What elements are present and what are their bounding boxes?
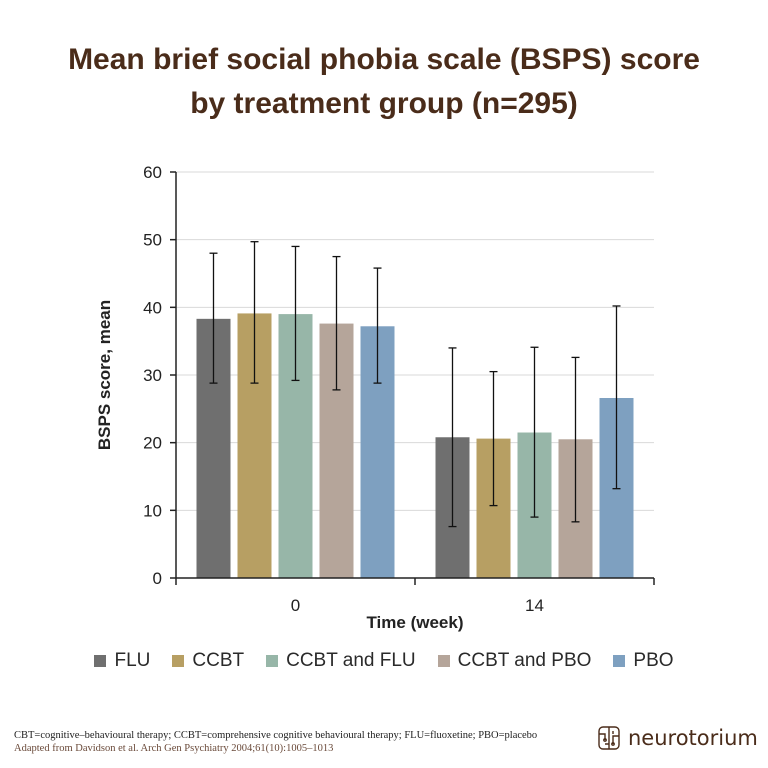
footnote-abbreviations: CBT=cognitive–behavioural therapy; CCBT=…	[14, 730, 538, 741]
legend-label: CCBT and PBO	[457, 650, 592, 671]
x-tick-label: 14	[525, 596, 544, 615]
x-axis-title: Time (week)	[366, 613, 463, 632]
y-tick-label: 60	[143, 163, 162, 182]
y-axis-title: BSPS score, mean	[95, 300, 114, 450]
neurotorium-logo: neurotorium	[596, 724, 758, 752]
legend-swatch	[437, 655, 450, 667]
legend-label: PBO	[633, 650, 674, 671]
legend-swatch	[613, 655, 626, 667]
chart-legend: FLU CCBT CCBT and FLU CCBT and PBO PBO	[0, 650, 768, 672]
chart-title: Mean brief social phobia scale (BSPS) sc…	[0, 38, 768, 126]
y-tick-label: 20	[143, 434, 162, 453]
logo-text: neurotorium	[628, 726, 758, 750]
legend-swatch	[266, 655, 279, 667]
legend-label: FLU	[114, 650, 151, 671]
footnote-source: Adapted from Davidson et al. Arch Gen Ps…	[14, 743, 334, 754]
legend-item: CCBT and FLU	[266, 650, 416, 672]
y-tick-label: 10	[143, 501, 162, 520]
brain-logo-icon	[598, 726, 620, 750]
legend-swatch	[94, 655, 107, 667]
legend-item: CCBT	[172, 650, 244, 672]
bar-chart: 0 10 20 30 40 50 60 0 14 Time (week) BSPS score, m…	[95, 163, 655, 632]
legend-item: CCBT and PBO	[437, 650, 592, 672]
y-tick-label: 40	[143, 298, 162, 317]
x-tick-label: 0	[291, 596, 300, 615]
legend-label: CCBT	[192, 650, 245, 671]
chart-title-line2: by treatment group (n=295)	[190, 87, 578, 120]
chart-title-line1: Mean brief social phobia scale (BSPS) sc…	[68, 43, 700, 76]
legend-item: FLU	[94, 650, 150, 672]
legend-swatch	[172, 655, 185, 667]
y-tick-label: 30	[143, 366, 162, 385]
y-tick-label: 0	[153, 569, 162, 588]
legend-label: CCBT and FLU	[286, 650, 416, 671]
legend-item: PBO	[613, 650, 674, 672]
y-tick-label: 50	[143, 231, 162, 250]
